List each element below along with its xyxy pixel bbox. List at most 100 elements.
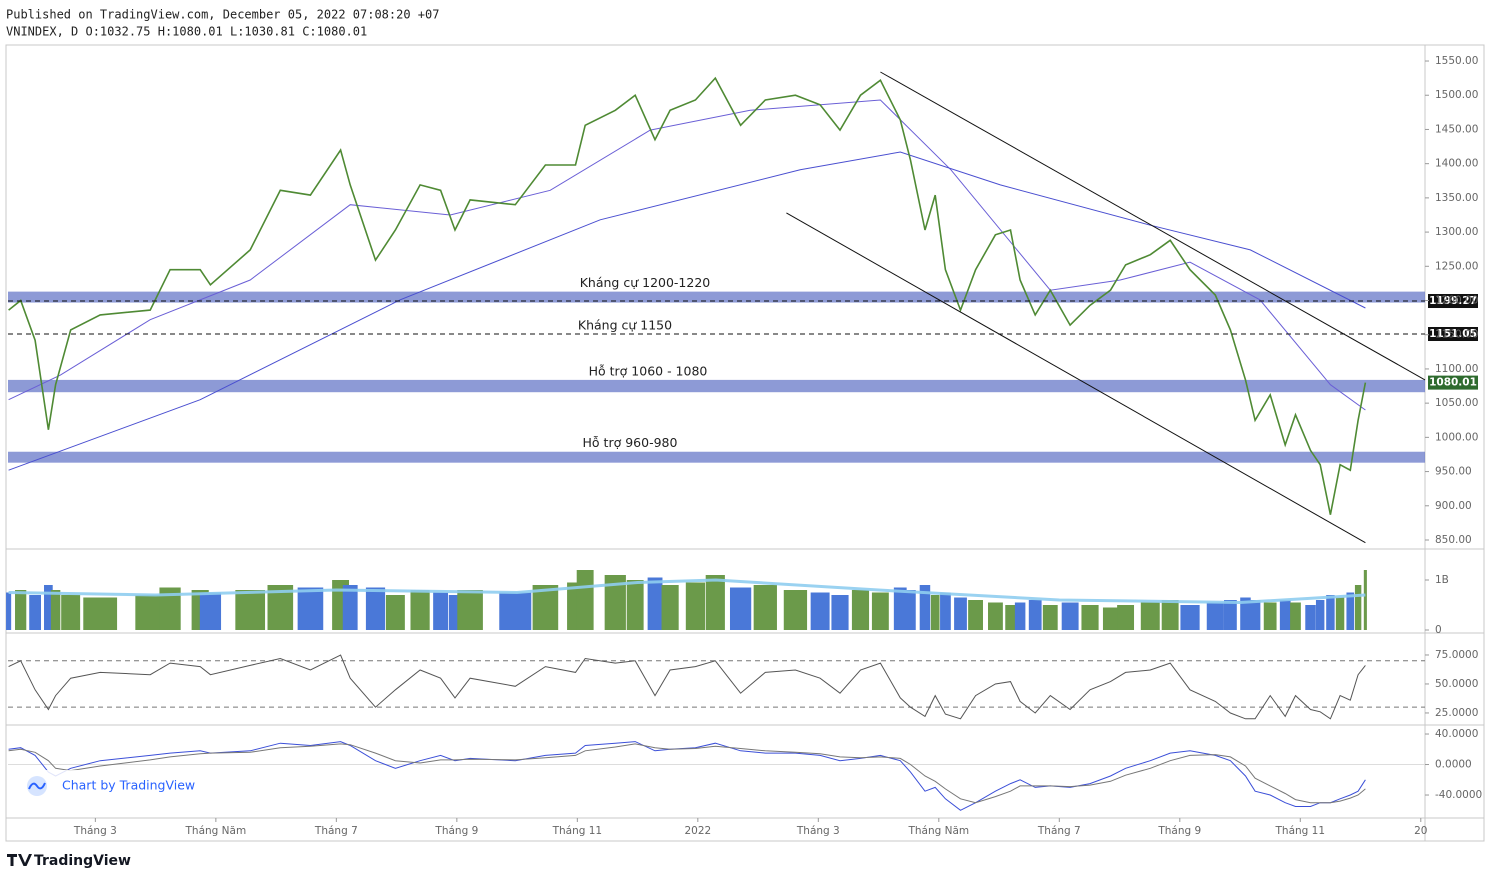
published: Published on TradingView.com, December 0… [6,8,439,22]
volume-bar [61,595,81,630]
zone [8,379,1425,393]
volume-bar [1315,600,1325,630]
y-tick-label: 1150.00 [1435,329,1478,341]
volume-bar [893,587,907,630]
volume-bar [1326,595,1335,630]
brand: TradingView [7,853,131,869]
volume-bar [940,592,951,630]
watermark-icon-line [28,782,46,790]
volume-bar [647,577,663,630]
y-tick-label: 1450.00 [1435,123,1478,135]
moving-average [8,99,1366,411]
volume-bar [297,587,324,630]
volume-bar [499,592,532,630]
level-tag-text: 1199.27 [1429,295,1477,307]
volume-bar [1005,605,1016,630]
watermark: Chart by TradingView [18,770,200,802]
volume-bar [783,590,808,630]
y-tick-label: 1300.00 [1435,226,1478,238]
level-tag [1428,327,1478,342]
x-tick-label: Tháng 3 [796,825,840,837]
rsi-line [8,654,1366,720]
x-tick-label: Tháng Năm [185,825,247,837]
volume-bar [159,587,181,630]
volume-bar [44,585,53,630]
volume-bar [433,592,448,630]
volume-bar [1061,602,1079,630]
volume-bar [15,590,27,630]
zone-label: Hỗ trợ 1060 - 1080 [589,363,708,378]
volume-bar [988,602,1003,630]
x-tick-label: Tháng 3 [73,825,117,837]
watermark-text: Chart by TradingView [62,778,195,793]
macd-line [8,743,1366,804]
volume-bar [1014,602,1026,630]
zone-label: Hỗ trợ 960-980 [583,435,678,450]
volume-bar [831,595,849,630]
volume-bar [1263,602,1277,630]
volume-bar [385,595,405,630]
volume-bar [1028,600,1042,630]
trend-line [880,71,1426,381]
macd-line [8,741,1366,811]
x-tick-label: Tháng 7 [1037,825,1081,837]
volume-bar [1290,602,1301,630]
watermark-bg [18,770,200,802]
price-line [8,76,1367,515]
y-tick-label: 1B [1435,574,1449,586]
y-tick-label: 850.00 [1435,534,1472,546]
plot-area: 1199.27 1151.05 Kháng cự 1150 Kháng cự 1200… [6,55,1482,837]
trend-line [786,212,1366,544]
volume-bar [1140,602,1160,630]
volume-bar [1249,600,1261,630]
volume-bar [1346,592,1355,630]
volume-bar [626,580,644,630]
volume-bar [753,585,777,630]
y-tick-label: 40.0000 [1435,728,1478,740]
x-tick-label: Tháng 11 [552,825,603,837]
x-tick-label: Tháng 7 [314,825,358,837]
volume-bar [919,585,931,630]
volume-bar [29,595,42,630]
x-tick-label: Tháng 9 [1157,825,1201,837]
y-tick-label: 950.00 [1435,466,1472,478]
volume-bar [6,592,12,630]
volume-bar [1180,605,1200,630]
volume-bar [729,587,752,630]
frame [5,44,1485,842]
volume-bar [1102,607,1119,630]
volume-bar [576,570,594,630]
volume-bar [1363,570,1367,630]
last-price-text: 1080.01 [1429,377,1477,389]
volume-bar [1042,605,1058,630]
zone-label: Kháng cự 1200-1220 [580,275,711,290]
x-tick-label: Tháng 11 [1275,825,1326,837]
volume-bar [1335,597,1345,630]
volume-bar [532,585,559,630]
y-tick-label: 1500.00 [1435,89,1478,101]
y-tick-label: 50.0000 [1435,678,1478,690]
y-tick-label: 1050.00 [1435,397,1478,409]
volume-bar [1279,600,1291,630]
level-tag [1428,294,1478,309]
volume-bar [235,590,266,630]
volume-bar [1354,585,1362,630]
volume-bar [871,592,889,630]
volume-ma [8,578,1366,605]
y-tick-label: 0.0000 [1435,759,1472,771]
level-label: Kháng cự 1150 [578,318,672,333]
volume-bar [50,590,61,630]
volume-bar [1224,600,1237,630]
last-price-tag [1428,375,1478,390]
volume-bar [661,585,679,630]
x-tick-label: Tháng Năm [907,825,969,837]
volume-bar [968,600,983,630]
brand-name: TradingView [34,853,131,869]
x-tick-label: 2022 [684,825,711,837]
volume-bar [1161,600,1179,630]
volume-bar [410,590,430,630]
zone [8,291,1425,303]
y-tick-label: -40.0000 [1435,789,1482,801]
